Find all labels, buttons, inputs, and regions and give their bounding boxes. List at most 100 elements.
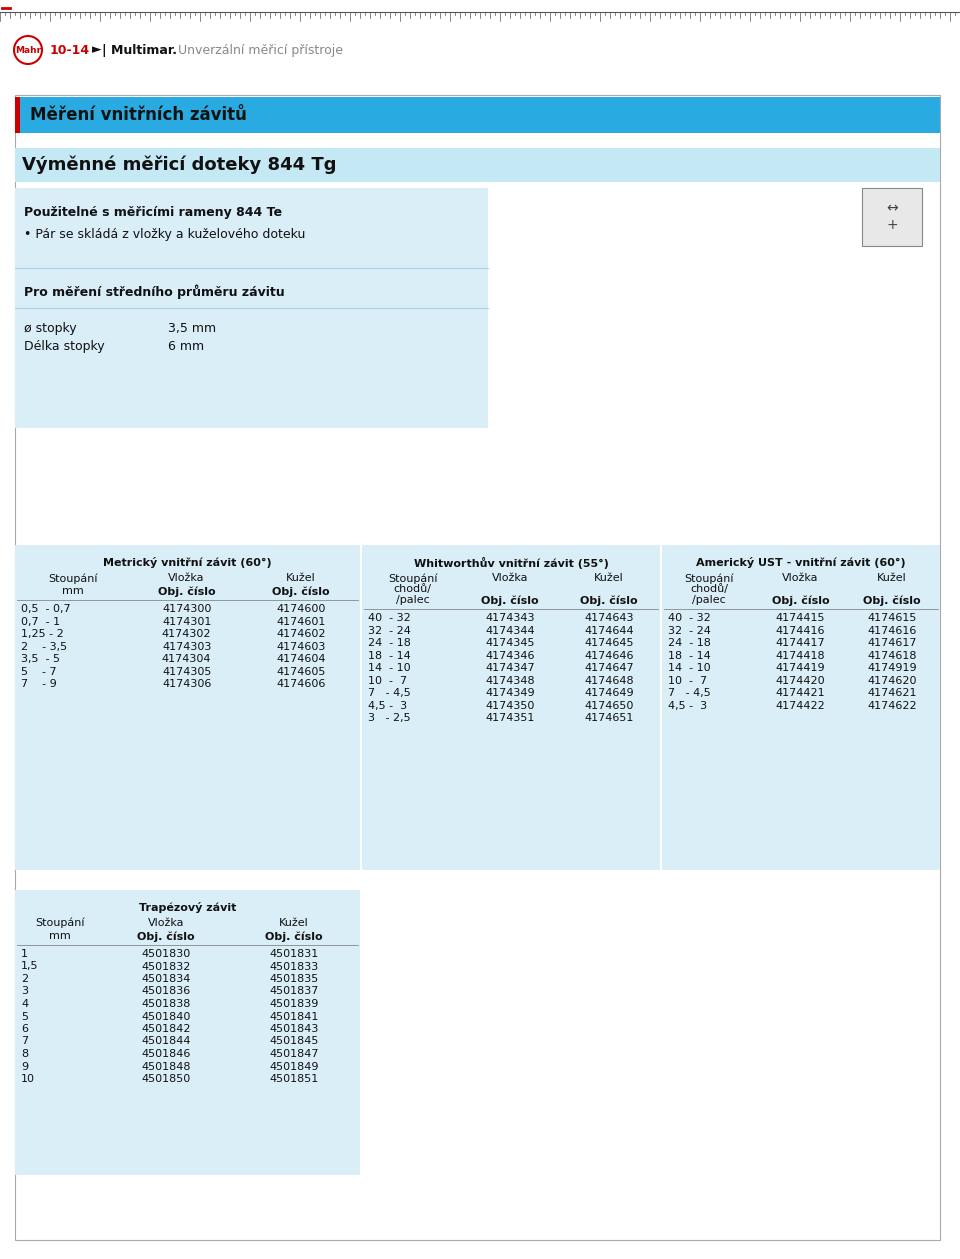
Text: Vložka: Vložka	[492, 573, 529, 583]
Text: 4501834: 4501834	[141, 974, 191, 985]
Text: 7: 7	[21, 1036, 28, 1046]
Text: 4174303: 4174303	[162, 642, 211, 651]
Bar	[362, 545, 660, 870]
Text: Stoupání: Stoupání	[49, 573, 98, 583]
Text: 40  - 32: 40 - 32	[368, 613, 411, 623]
Text: Stoupání: Stoupání	[35, 918, 84, 928]
Text: 32  - 24: 32 - 24	[368, 626, 411, 636]
Text: 4174604: 4174604	[276, 653, 325, 663]
Text: 8: 8	[21, 1049, 28, 1059]
Text: 7    - 9: 7 - 9	[21, 679, 57, 689]
Bar	[15, 545, 360, 870]
Text: 4174621: 4174621	[867, 687, 917, 697]
Text: 4174650: 4174650	[584, 700, 634, 710]
Text: 4174343: 4174343	[486, 613, 535, 623]
Text: 40  - 32: 40 - 32	[668, 613, 710, 623]
Text: 5    - 7: 5 - 7	[21, 666, 57, 676]
Bar	[15, 149, 940, 183]
Text: 4501838: 4501838	[141, 998, 191, 1008]
Text: Měření vnitřních závitů: Měření vnitřních závitů	[30, 106, 247, 123]
Text: 24  - 18: 24 - 18	[368, 638, 411, 648]
Text: 4174606: 4174606	[276, 679, 325, 689]
Text: 4174600: 4174600	[276, 604, 325, 614]
Text: 4174415: 4174415	[776, 613, 825, 623]
Text: 4174304: 4174304	[162, 653, 211, 663]
Text: 4501849: 4501849	[270, 1061, 319, 1071]
Text: 10: 10	[21, 1074, 35, 1084]
Text: 4501839: 4501839	[270, 998, 319, 1008]
Text: 4174348: 4174348	[486, 676, 535, 685]
Text: Vložka: Vložka	[168, 573, 204, 583]
Text: 3   - 2,5: 3 - 2,5	[368, 713, 411, 723]
Text: 4174305: 4174305	[162, 666, 211, 676]
Text: Trapézový závit: Trapézový závit	[139, 901, 236, 913]
Text: Délka stopky: Délka stopky	[24, 340, 105, 353]
Text: 4501836: 4501836	[141, 987, 191, 997]
Text: 4174421: 4174421	[776, 687, 826, 697]
Text: 6: 6	[21, 1024, 28, 1034]
Text: Použitelné s měřicími rameny 844 Te: Použitelné s měřicími rameny 844 Te	[24, 206, 282, 219]
Text: 2: 2	[21, 974, 28, 985]
Text: 4174416: 4174416	[776, 626, 825, 636]
Text: 4501837: 4501837	[270, 987, 319, 997]
Text: 4174646: 4174646	[584, 651, 634, 661]
Text: 4174605: 4174605	[276, 666, 325, 676]
Text: 4501833: 4501833	[270, 962, 319, 972]
Text: 4174645: 4174645	[584, 638, 634, 648]
Text: 1: 1	[21, 949, 28, 959]
Text: 4501831: 4501831	[270, 949, 319, 959]
Text: Vložka: Vložka	[148, 918, 184, 928]
Text: Obj. číslo: Obj. číslo	[482, 596, 540, 606]
Text: 4174919: 4174919	[867, 663, 917, 674]
Text: 9: 9	[21, 1061, 28, 1071]
Text: 32  - 24: 32 - 24	[668, 626, 710, 636]
Text: 4501847: 4501847	[270, 1049, 319, 1059]
Text: 4174644: 4174644	[584, 626, 634, 636]
Text: Kužel: Kužel	[594, 573, 624, 583]
Text: mm: mm	[49, 930, 70, 940]
Text: 4174347: 4174347	[486, 663, 535, 674]
Text: Stoupání: Stoupání	[684, 573, 734, 583]
Text: 14  - 10: 14 - 10	[668, 663, 710, 674]
Text: 4174302: 4174302	[162, 630, 211, 640]
Text: Pro měření středního průměru závitu: Pro měření středního průměru závitu	[24, 285, 284, 298]
Text: 4501845: 4501845	[270, 1036, 319, 1046]
Bar	[662, 545, 940, 870]
Text: 4174306: 4174306	[162, 679, 211, 689]
Text: 4174420: 4174420	[776, 676, 826, 685]
Text: 4174351: 4174351	[486, 713, 535, 723]
Text: 4174647: 4174647	[584, 663, 634, 674]
Text: 4501840: 4501840	[141, 1011, 191, 1021]
Bar	[15, 890, 360, 1175]
Text: 4174346: 4174346	[486, 651, 535, 661]
Text: Whitworthův vnitřní závit (55°): Whitworthův vnitřní závit (55°)	[414, 556, 609, 569]
Text: 2    - 3,5: 2 - 3,5	[21, 642, 67, 651]
Text: 0,7  - 1: 0,7 - 1	[21, 617, 60, 627]
Text: 4501848: 4501848	[141, 1061, 191, 1071]
Text: 5: 5	[21, 1011, 28, 1021]
Text: Vložka: Vložka	[782, 573, 819, 583]
Text: 4174349: 4174349	[486, 687, 535, 697]
Bar	[15, 97, 20, 133]
Text: 4501846: 4501846	[141, 1049, 191, 1059]
Text: Obj. číslo: Obj. číslo	[137, 930, 195, 942]
Text: Obj. číslo: Obj. číslo	[272, 585, 329, 597]
Text: 4174300: 4174300	[162, 604, 211, 614]
Text: Kužel: Kužel	[877, 573, 907, 583]
Text: 4174616: 4174616	[868, 626, 917, 636]
Text: 4174649: 4174649	[584, 687, 634, 697]
Text: 4174643: 4174643	[584, 613, 634, 623]
Text: 3: 3	[21, 987, 28, 997]
Text: Obj. číslo: Obj. číslo	[265, 930, 323, 942]
Text: 4174648: 4174648	[584, 676, 634, 685]
Text: 24  - 18: 24 - 18	[668, 638, 710, 648]
Text: ►: ►	[92, 44, 102, 57]
Text: 4501830: 4501830	[141, 949, 191, 959]
Text: 4174601: 4174601	[276, 617, 325, 627]
Text: 4174617: 4174617	[867, 638, 917, 648]
Text: 1,25 - 2: 1,25 - 2	[21, 630, 63, 640]
Text: 4501842: 4501842	[141, 1024, 191, 1034]
Text: 4174301: 4174301	[162, 617, 211, 627]
Text: 4174417: 4174417	[776, 638, 826, 648]
Text: | Multimar.: | Multimar.	[102, 44, 177, 57]
